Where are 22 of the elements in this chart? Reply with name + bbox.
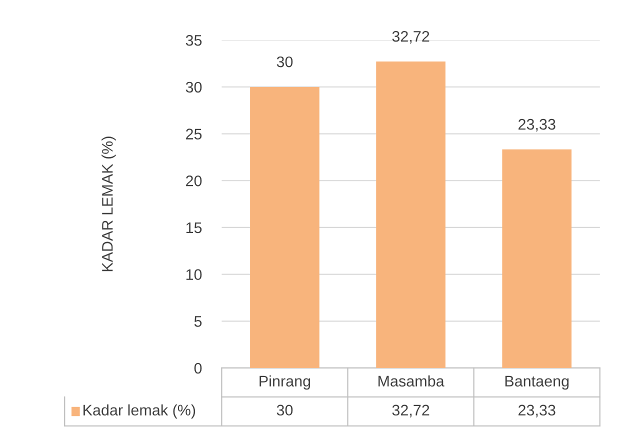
x-tick-label: Bantaeng (505, 376, 569, 390)
y-axis-title: KADAR LEMAK (%) (102, 136, 116, 272)
bar (502, 149, 572, 368)
bar (250, 86, 320, 368)
y-tick-label: 5 (194, 316, 202, 327)
text: 32,72 (392, 30, 430, 44)
y-tick-label: 25 (186, 128, 202, 140)
y-tick-label: 30 (186, 82, 202, 93)
x-tick-label: Masamba (378, 375, 444, 387)
data-label: 23,33 (518, 404, 556, 418)
text: 23,33 (518, 118, 556, 132)
y-tick-label: 20 (186, 175, 202, 186)
bar (376, 61, 446, 368)
text: 30 (276, 56, 293, 68)
legend-label: Kadar lemak (%) (84, 404, 196, 419)
data-label: 32,72 (392, 404, 430, 418)
y-tick-label: 0 (194, 362, 202, 374)
data-label: 30 (276, 404, 293, 416)
x-tick-label: Pinrang (260, 375, 310, 390)
y-tick-label: 10 (186, 269, 202, 280)
y-tick-label: 35 (186, 34, 202, 46)
y-tick-label: 15 (186, 222, 202, 234)
